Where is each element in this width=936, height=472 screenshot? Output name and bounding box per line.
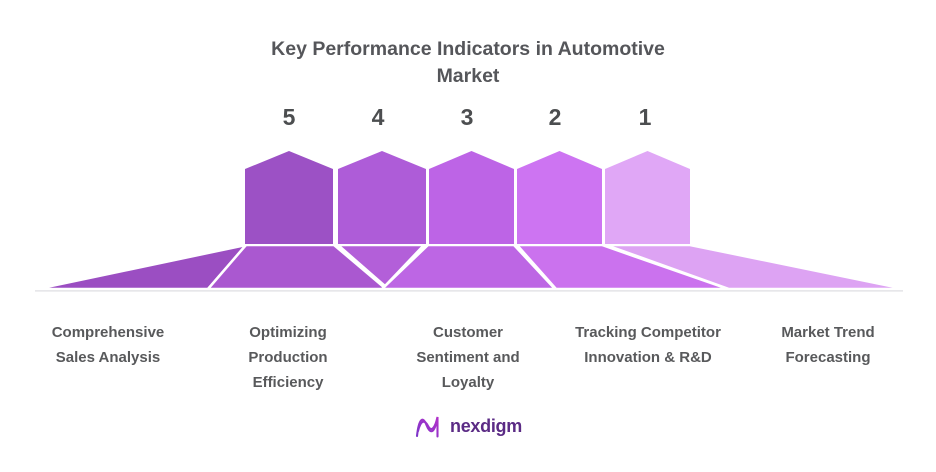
fan-baseline	[35, 290, 903, 292]
pentagon-number-4: 4	[371, 104, 385, 130]
fan-panel-3-wedge	[334, 243, 427, 288]
kpi-label-competitor-innovation: Tracking Competitor Innovation & R&D	[575, 324, 721, 366]
kpi-label-sales-analysis: Comprehensive Sales Analysis	[51, 324, 165, 366]
fan-panel-6	[605, 243, 906, 291]
pentagon-2	[517, 151, 602, 244]
pentagon-number-2: 2	[548, 104, 562, 130]
pentagon-number-5: 5	[282, 104, 296, 130]
pentagon-number-3: 3	[460, 104, 474, 130]
nexdigm-logo-mark-icon	[415, 416, 439, 438]
pentagon-3	[429, 151, 514, 244]
pentagon-number-1: 1	[638, 104, 652, 130]
pentagon-4	[338, 151, 426, 244]
kpi-label-market-trend: Market Trend Forecasting	[781, 324, 875, 366]
kpi-label-production-efficiency: Optimizing Production Efficiency	[248, 324, 328, 391]
nexdigm-logo: nexdigm	[0, 412, 936, 440]
kpi-label-customer-sentiment: Customer Sentiment and Loyalty	[416, 324, 520, 391]
pentagon-5	[245, 151, 333, 244]
pentagon-1	[605, 151, 690, 244]
nexdigm-logo-text: nexdigm	[450, 415, 522, 436]
page-title: Key Performance Indicators in Automotive…	[271, 38, 665, 87]
